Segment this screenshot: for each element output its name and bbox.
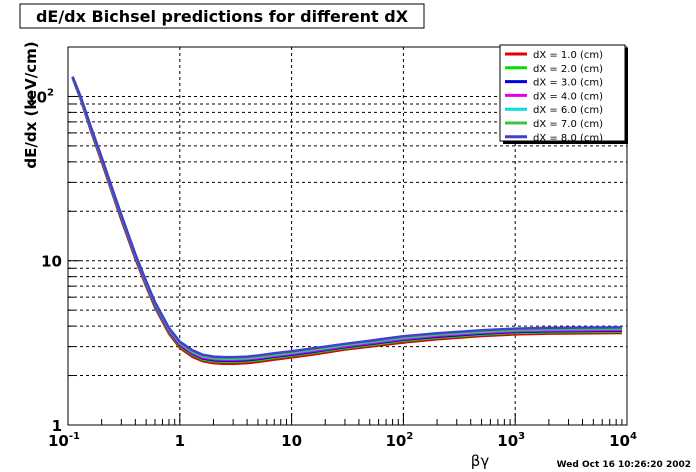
series-line-7 — [71, 76, 622, 359]
legend-label: dX = 1.0 (cm) — [533, 50, 603, 61]
x-tick-label: 102 — [385, 431, 413, 450]
y-tick-label: 1 — [52, 417, 62, 435]
x-tick-label: 104 — [609, 431, 637, 450]
x-tick-label: 10 — [281, 432, 302, 450]
legend-label: dX = 7.0 (cm) — [533, 119, 603, 130]
x-tick-label: 10-1 — [48, 431, 80, 450]
plot-frame-border — [67, 46, 628, 426]
legend-label: dX = 8.0 (cm) — [533, 133, 603, 144]
legend-label: dX = 6.0 (cm) — [533, 105, 603, 116]
chart-title: dE/dx Bichsel predictions for different … — [36, 7, 409, 26]
x-tick-label: 1 — [175, 432, 185, 450]
legend-label: dX = 4.0 (cm) — [533, 91, 603, 102]
x-tick-labels: 10-1 1 10 102 103 104 — [48, 431, 637, 450]
legend: dX = 1.0 (cm) dX = 2.0 (cm) dX = 3.0 (cm) d… — [499, 44, 628, 144]
curves — [71, 76, 622, 365]
y-axis-title: dE/dx (keV/cm) — [22, 41, 40, 168]
y-tick-labels: 1 10 102 — [26, 87, 62, 435]
x-axis-title: βγ — [471, 452, 490, 470]
x-tick-label: 103 — [497, 431, 525, 450]
title-box — [19, 3, 425, 29]
axis-ticks — [67, 46, 628, 426]
y-tick-label: 102 — [26, 87, 54, 106]
timestamp: Wed Oct 16 10:26:20 2002 — [557, 460, 691, 470]
legend-label: dX = 3.0 (cm) — [533, 78, 603, 89]
legend-box — [499, 44, 626, 142]
y-tick-label: 10 — [41, 253, 62, 271]
legend-label: dX = 2.0 (cm) — [533, 64, 603, 75]
